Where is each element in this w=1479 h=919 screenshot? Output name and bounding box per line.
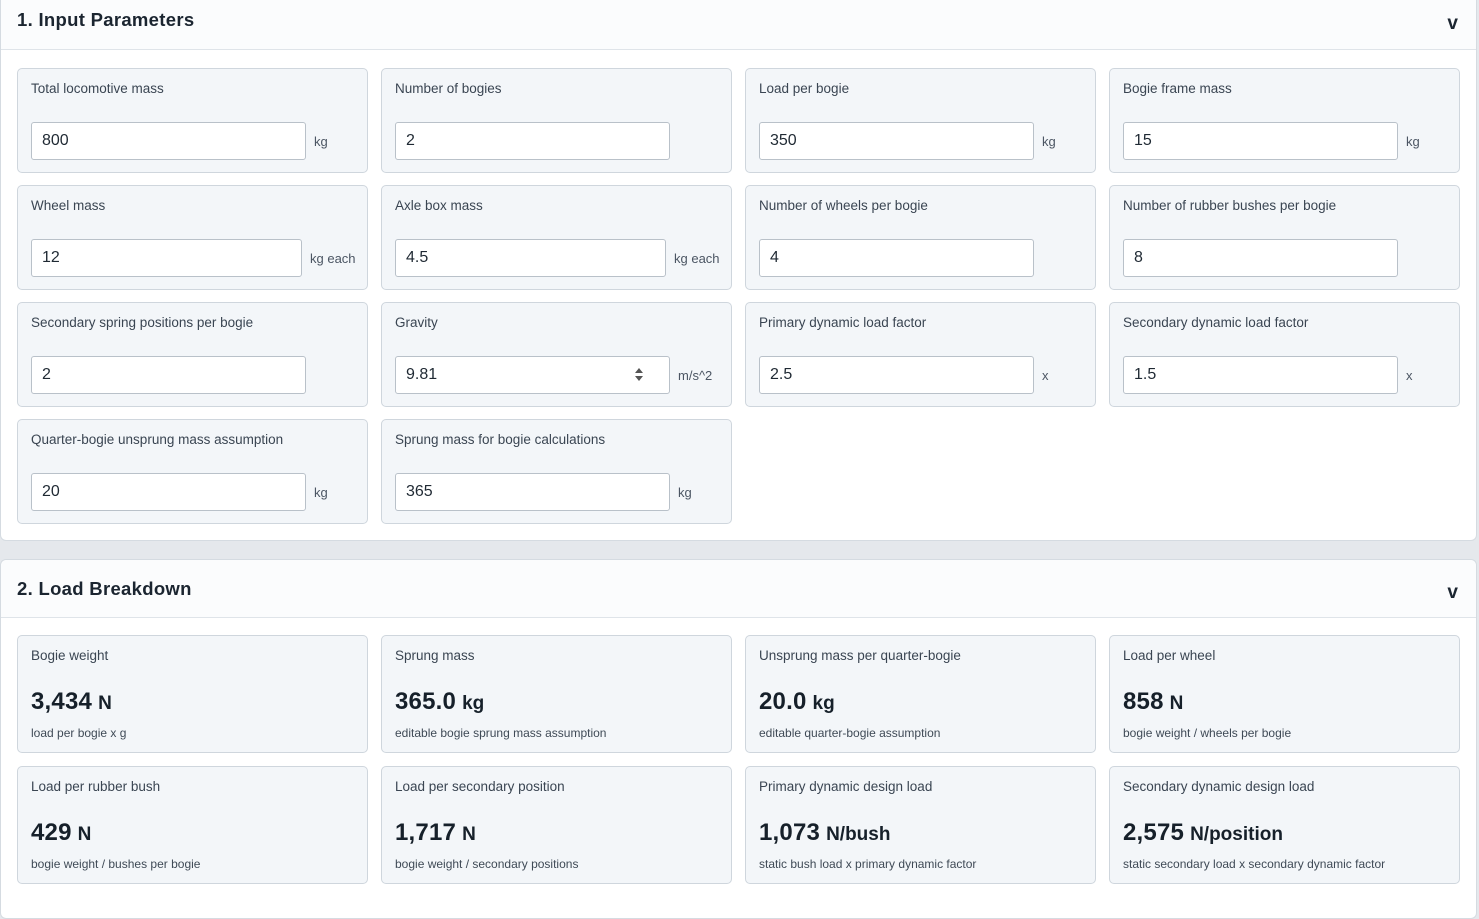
- sprung-mass-input[interactable]: [395, 473, 670, 511]
- unit-label: m/s^2: [678, 368, 713, 383]
- result-value: 3,434 N: [31, 688, 112, 715]
- input-label: Gravity: [395, 315, 438, 330]
- result-label: Secondary dynamic design load: [1123, 779, 1315, 794]
- input-card-quarter-bogie-unsprung-mass: Quarter-bogie unsprung mass assumption k…: [17, 419, 368, 524]
- input-card-primary-dynamic-load-factor: Primary dynamic load factor x: [745, 302, 1096, 407]
- unit-label: x: [1042, 368, 1049, 383]
- result-card-load-per-wheel: Load per wheel 858 N bogie weight / wheel…: [1109, 635, 1460, 753]
- unit-label: kg: [314, 134, 328, 149]
- input-card-gravity: Gravity m/s^2: [381, 302, 732, 407]
- result-value: 858 N: [1123, 688, 1184, 715]
- input-parameters-section: 1. Input Parameters v Total locomotive m…: [0, 0, 1477, 541]
- input-card-load-per-bogie: Load per bogie kg: [745, 68, 1096, 173]
- result-value: 1,717 N: [395, 819, 476, 846]
- result-value: 20.0 kg: [759, 688, 835, 715]
- bogie-frame-mass-input[interactable]: [1123, 122, 1398, 160]
- input-card-secondary-spring-positions: Secondary spring positions per bogie: [17, 302, 368, 407]
- axle-box-mass-input[interactable]: [395, 239, 666, 277]
- result-note: bogie weight / secondary positions: [395, 857, 579, 871]
- input-card-axle-box-mass: Axle box mass kg each: [381, 185, 732, 290]
- input-label: Axle box mass: [395, 198, 483, 213]
- secondary-spring-positions-input[interactable]: [31, 356, 306, 394]
- result-note: load per bogie x g: [31, 726, 127, 740]
- input-card-sprung-mass: Sprung mass for bogie calculations kg: [381, 419, 732, 524]
- result-note: bogie weight / bushes per bogie: [31, 857, 201, 871]
- total-locomotive-mass-input[interactable]: [31, 122, 306, 160]
- result-note: editable quarter-bogie assumption: [759, 726, 941, 740]
- wheels-per-bogie-input[interactable]: [759, 239, 1034, 277]
- input-label: Bogie frame mass: [1123, 81, 1232, 96]
- result-card-load-per-rubber-bush: Load per rubber bush 429 N bogie weight /…: [17, 766, 368, 884]
- primary-dynamic-load-factor-input[interactable]: [759, 356, 1034, 394]
- load-breakdown-header[interactable]: 2. Load Breakdown v: [1, 560, 1476, 618]
- result-card-secondary-dynamic-design-load: Secondary dynamic design load 2,575 N/pos…: [1109, 766, 1460, 884]
- result-label: Load per rubber bush: [31, 779, 161, 794]
- number-spinner-icon[interactable]: [633, 365, 645, 385]
- result-label: Load per wheel: [1123, 648, 1216, 663]
- section-title: 2. Load Breakdown: [17, 578, 192, 599]
- result-card-sprung-mass: Sprung mass 365.0 kg editable bogie sprun…: [381, 635, 732, 753]
- input-parameters-header[interactable]: 1. Input Parameters v: [1, 0, 1476, 50]
- unit-label: x: [1406, 368, 1413, 383]
- input-card-wheels-per-bogie: Number of wheels per bogie: [745, 185, 1096, 290]
- result-card-primary-dynamic-design-load: Primary dynamic design load 1,073 N/bush …: [745, 766, 1096, 884]
- wheel-mass-input[interactable]: [31, 239, 302, 277]
- result-label: Unsprung mass per quarter-bogie: [759, 648, 961, 663]
- input-label: Quarter-bogie unsprung mass assumption: [31, 432, 284, 447]
- result-note: editable bogie sprung mass assumption: [395, 726, 607, 740]
- unit-label: kg: [314, 485, 328, 500]
- rubber-bushes-per-bogie-input[interactable]: [1123, 239, 1398, 277]
- load-per-bogie-input[interactable]: [759, 122, 1034, 160]
- input-label: Sprung mass for bogie calculations: [395, 432, 606, 447]
- result-note: bogie weight / wheels per bogie: [1123, 726, 1292, 740]
- input-card-wheel-mass: Wheel mass kg each: [17, 185, 368, 290]
- results-grid: Bogie weight 3,434 N load per bogie x g S…: [17, 635, 1460, 884]
- unit-label: kg: [678, 485, 692, 500]
- unit-label: kg each: [310, 251, 356, 266]
- result-value: 429 N: [31, 819, 92, 846]
- result-value: 1,073 N/bush: [759, 819, 891, 846]
- collapse-toggle[interactable]: v: [1447, 13, 1458, 34]
- gravity-input[interactable]: [395, 356, 670, 394]
- load-breakdown-section: 2. Load Breakdown v Bogie weight 3,434 N …: [0, 559, 1477, 919]
- unit-label: kg: [1406, 134, 1420, 149]
- result-card-unsprung-mass: Unsprung mass per quarter-bogie 20.0 kg e…: [745, 635, 1096, 753]
- result-card-load-per-secondary-position: Load per secondary position 1,717 N bogie…: [381, 766, 732, 884]
- unit-label: kg: [1042, 134, 1056, 149]
- result-card-bogie-weight: Bogie weight 3,434 N load per bogie x g: [17, 635, 368, 753]
- result-label: Load per secondary position: [395, 779, 565, 794]
- section-title: 1. Input Parameters: [17, 9, 195, 30]
- result-value: 2,575 N/position: [1123, 819, 1283, 846]
- result-value: 365.0 kg: [395, 688, 485, 715]
- result-note: static bush load x primary dynamic facto…: [759, 857, 977, 871]
- input-label: Load per bogie: [759, 81, 850, 96]
- input-label: Primary dynamic load factor: [759, 315, 927, 330]
- input-label: Wheel mass: [31, 198, 106, 213]
- input-card-number-of-bogies: Number of bogies: [381, 68, 732, 173]
- result-note: static secondary load x secondary dynami…: [1123, 857, 1386, 871]
- result-label: Sprung mass: [395, 648, 475, 663]
- unit-label: kg each: [674, 251, 720, 266]
- input-card-secondary-dynamic-load-factor: Secondary dynamic load factor x: [1109, 302, 1460, 407]
- input-label: Number of rubber bushes per bogie: [1123, 198, 1337, 213]
- quarter-bogie-unsprung-mass-input[interactable]: [31, 473, 306, 511]
- collapse-toggle[interactable]: v: [1447, 582, 1458, 603]
- input-label: Secondary dynamic load factor: [1123, 315, 1309, 330]
- input-label: Total locomotive mass: [31, 81, 164, 96]
- result-label: Primary dynamic design load: [759, 779, 933, 794]
- input-card-rubber-bushes-per-bogie: Number of rubber bushes per bogie: [1109, 185, 1460, 290]
- input-label: Number of bogies: [395, 81, 502, 96]
- input-card-bogie-frame-mass: Bogie frame mass kg: [1109, 68, 1460, 173]
- input-label: Number of wheels per bogie: [759, 198, 928, 213]
- input-grid: Total locomotive mass kg Number of bogie…: [17, 68, 1460, 524]
- input-card-total-locomotive-mass: Total locomotive mass kg: [17, 68, 368, 173]
- input-label: Secondary spring positions per bogie: [31, 315, 254, 330]
- result-label: Bogie weight: [31, 648, 109, 663]
- secondary-dynamic-load-factor-input[interactable]: [1123, 356, 1398, 394]
- number-of-bogies-input[interactable]: [395, 122, 670, 160]
